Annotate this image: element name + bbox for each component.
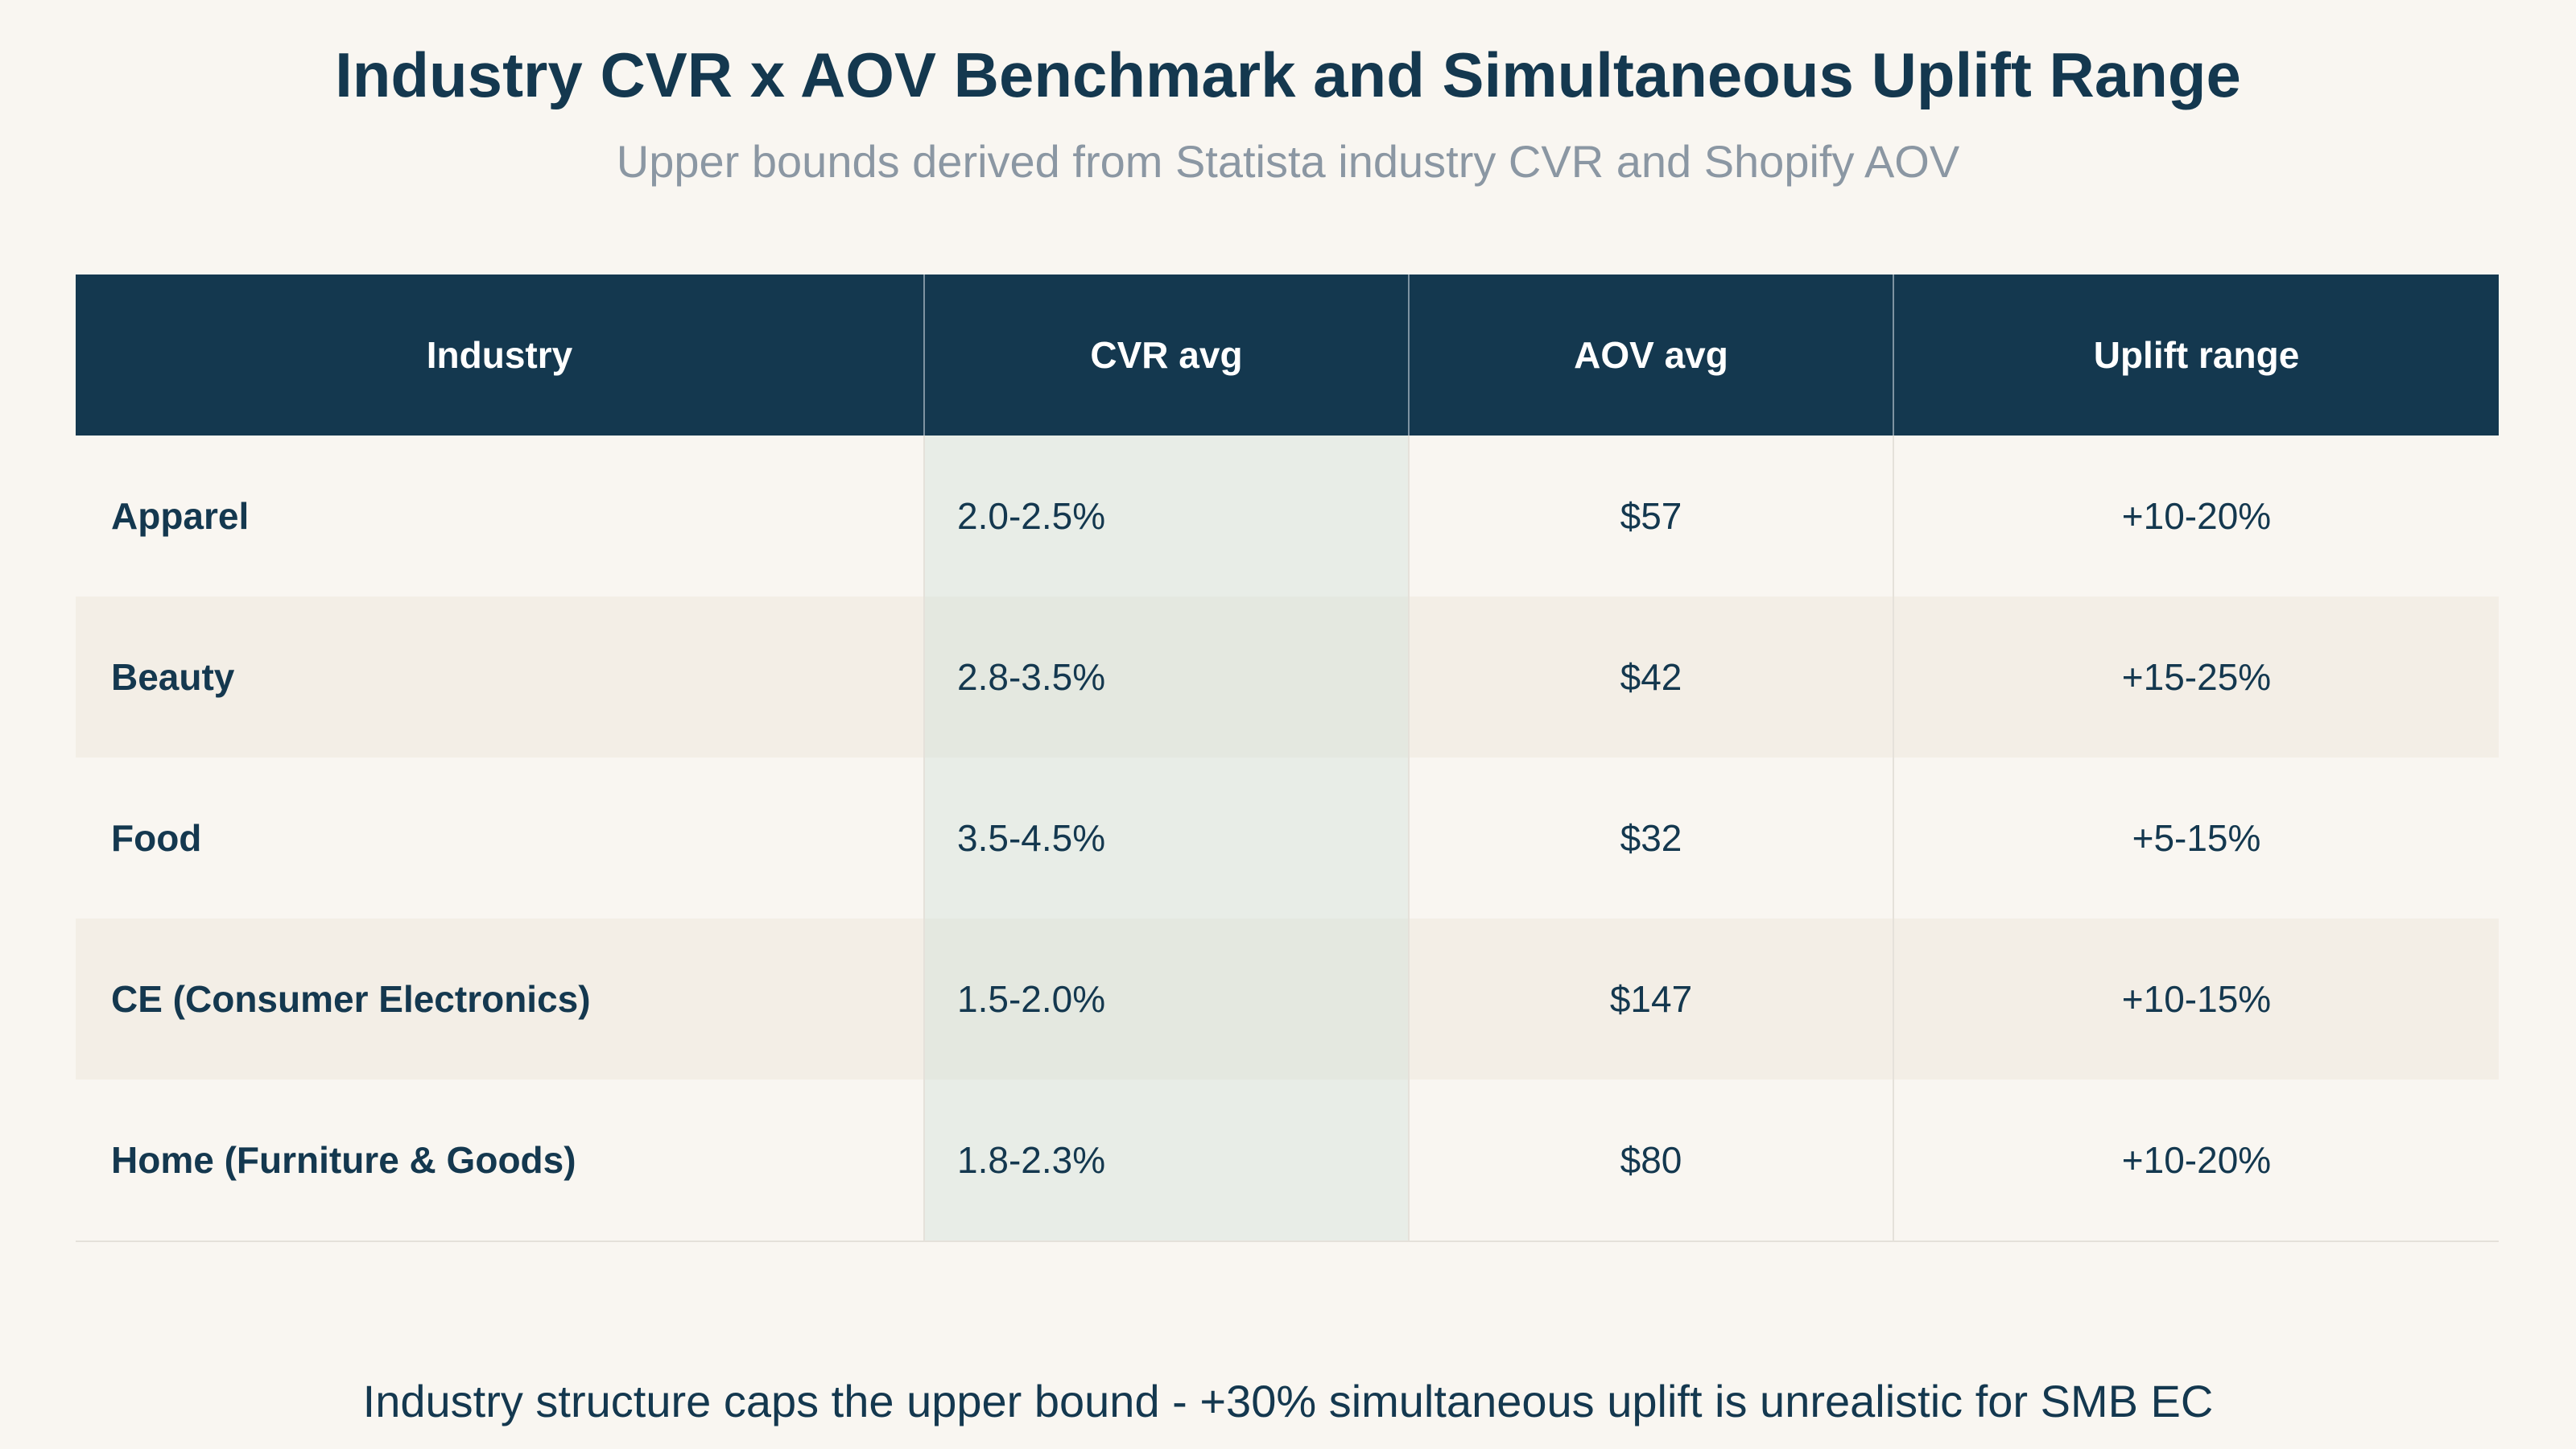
- industry-cell: Beauty: [76, 597, 925, 758]
- table-row: Home (Furniture & Goods) 1.8-2.3% $80 +1…: [76, 1080, 2499, 1242]
- benchmark-table-container: Industry CVR avg AOV avg Uplift range Ap…: [76, 275, 2499, 1242]
- uplift-cell: +10-15%: [2121, 978, 2272, 1020]
- chart-title: Industry CVR x AOV Benchmark and Simulta…: [335, 39, 2241, 110]
- industry-cell: Food: [76, 758, 925, 919]
- cvr-cell: 2.8-3.5%: [924, 597, 1410, 758]
- aov-cell: $147: [1409, 919, 1894, 1080]
- benchmark-table: Industry CVR avg AOV avg Uplift range Ap…: [76, 275, 2499, 1242]
- aov-cell: $42: [1409, 597, 1894, 758]
- cvr-cell: 2.0-2.5%: [924, 436, 1410, 597]
- industry-cell: Apparel: [76, 436, 925, 597]
- table-row: Food 3.5-4.5% $32 +5-15%: [76, 758, 2499, 919]
- uplift-cell: +5-15%: [2132, 817, 2261, 859]
- uplift-cell: +10-20%: [1893, 1080, 2499, 1242]
- aov-cell: $80: [1409, 1080, 1894, 1242]
- header-row: Industry CVR avg AOV avg Uplift range: [76, 275, 2499, 436]
- cvr-cell: 1.5-2.0%: [924, 919, 1410, 1080]
- industry-cell: CE (Consumer Electronics): [76, 919, 925, 1080]
- cvr-cell: 1.8-2.3%: [924, 1080, 1410, 1242]
- chart-subtitle: Upper bounds derived from Statista indus…: [616, 136, 1960, 187]
- chart-footnote: Industry structure caps the upper bound …: [362, 1376, 2214, 1426]
- cvr-cell: 3.5-4.5%: [924, 758, 1410, 919]
- table-row: Beauty 2.8-3.5% $42 +15-25%: [76, 597, 2499, 758]
- table-row: Apparel 2.0-2.5% $57 +10-20%: [76, 436, 2499, 597]
- column-header-industry: Industry: [76, 275, 925, 436]
- column-header-aov: AOV avg: [1409, 275, 1894, 436]
- uplift-cell: +10-20%: [2121, 495, 2272, 537]
- industry-cell: Home (Furniture & Goods): [76, 1080, 925, 1242]
- aov-cell: $57: [1409, 436, 1894, 597]
- column-header-uplift: Uplift range: [1893, 275, 2499, 436]
- column-header-cvr: CVR avg: [924, 275, 1410, 436]
- uplift-cell: +15-25%: [2121, 656, 2272, 698]
- aov-cell: $32: [1409, 758, 1894, 919]
- table-row: CE (Consumer Electronics) 1.5-2.0% $147 …: [76, 919, 2499, 1080]
